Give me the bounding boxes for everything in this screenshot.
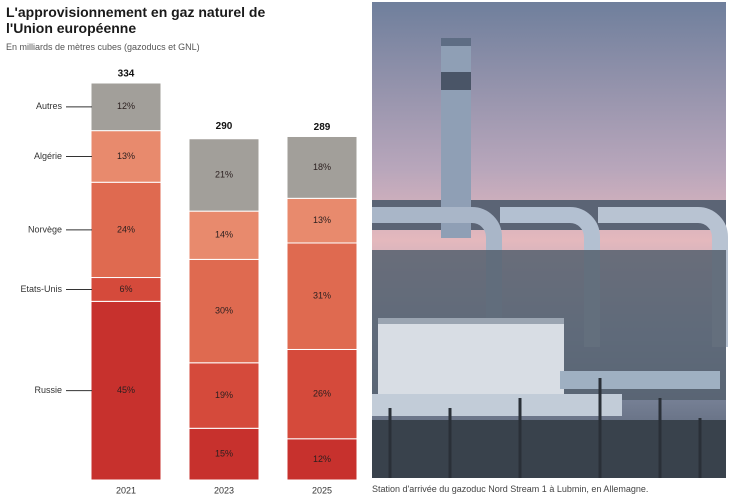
x-tick-label: 2021 — [116, 485, 136, 495]
segment-label: 24% — [117, 224, 135, 234]
total-label: 334 — [118, 69, 135, 80]
segment-label: 14% — [215, 230, 233, 240]
x-tick-label: 2025 — [312, 485, 332, 495]
segment-label: 30% — [215, 305, 233, 315]
legend-label: Norvège — [28, 224, 62, 234]
segment-label: 31% — [313, 291, 331, 301]
segment-label: 15% — [215, 449, 233, 459]
segment-label: 12% — [117, 101, 135, 111]
x-tick-label: 2023 — [214, 485, 234, 495]
segment-label: 19% — [215, 390, 233, 400]
segment-label: 13% — [313, 215, 331, 225]
page: {"chart_data": {"type": "stacked-bar", "… — [0, 0, 742, 500]
chart: 45% Russie 6% Etats-Unis 24% Norvège 13% Algéri… — [0, 0, 742, 500]
segment-label: 12% — [313, 454, 331, 464]
legend-label: Russie — [34, 385, 62, 395]
total-label: 290 — [216, 121, 233, 132]
legend-label: Etats-Unis — [20, 284, 62, 294]
total-label: 289 — [314, 122, 331, 133]
segment-label: 45% — [117, 385, 135, 395]
segment-label: 26% — [313, 388, 331, 398]
legend-label: Algérie — [34, 151, 62, 161]
legend-label: Autres — [36, 101, 63, 111]
segment-label: 6% — [119, 284, 132, 294]
segment-label: 13% — [117, 151, 135, 161]
segment-label: 21% — [215, 169, 233, 179]
segment-label: 18% — [313, 162, 331, 172]
photo — [372, 2, 726, 478]
